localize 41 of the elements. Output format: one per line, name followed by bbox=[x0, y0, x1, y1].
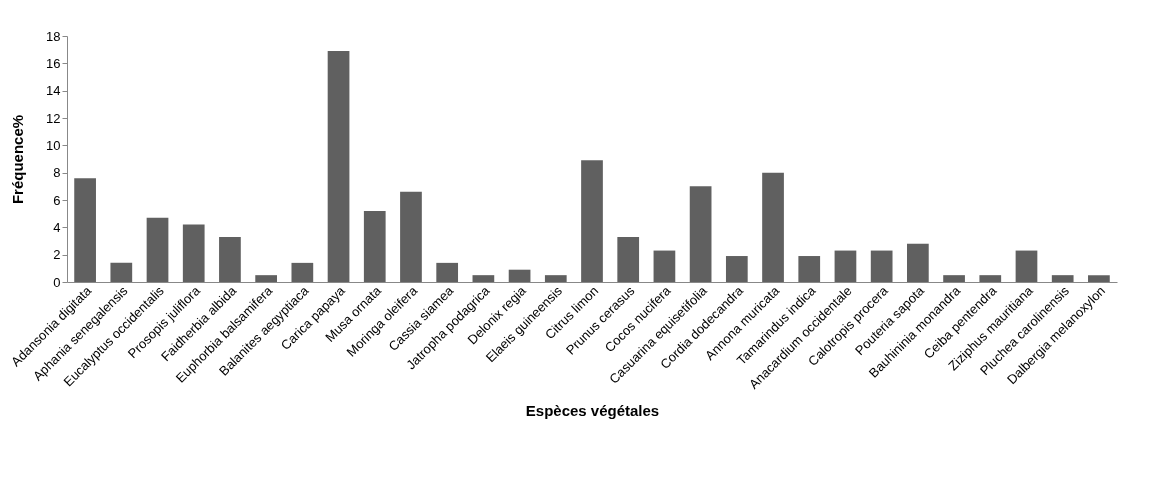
bar bbox=[1088, 275, 1110, 282]
bar bbox=[725, 256, 748, 282]
y-tick-label: 12 bbox=[46, 110, 61, 126]
bar bbox=[544, 275, 567, 282]
y-tick-label: 18 bbox=[46, 28, 61, 44]
bar bbox=[472, 275, 495, 282]
bar bbox=[581, 160, 603, 282]
bar bbox=[798, 256, 821, 282]
bar bbox=[653, 250, 676, 282]
y-tick-label: 10 bbox=[46, 137, 61, 153]
bar bbox=[689, 186, 712, 282]
y-tick-label: 14 bbox=[46, 83, 61, 99]
bar bbox=[363, 210, 386, 282]
bar bbox=[255, 275, 277, 282]
y-tick-label: 2 bbox=[53, 247, 61, 263]
bar bbox=[291, 262, 314, 282]
x-axis-title: Espèces végétales bbox=[525, 401, 660, 419]
bar bbox=[182, 224, 205, 282]
y-tick-label: 6 bbox=[53, 192, 61, 208]
bar bbox=[870, 250, 893, 282]
y-tick-label: 8 bbox=[53, 165, 61, 181]
bar bbox=[219, 236, 241, 282]
bar bbox=[74, 178, 96, 282]
y-axis-title: Fréquence% bbox=[9, 114, 27, 205]
y-tick-label: 0 bbox=[53, 274, 61, 290]
bar bbox=[943, 275, 965, 282]
bar bbox=[762, 172, 784, 282]
bar bbox=[1051, 275, 1074, 282]
y-tick-label: 16 bbox=[46, 55, 61, 71]
bar bbox=[979, 275, 1002, 282]
bar bbox=[617, 236, 640, 282]
bar bbox=[907, 243, 929, 282]
bar bbox=[1015, 250, 1038, 282]
bar bbox=[400, 191, 422, 282]
bar bbox=[508, 269, 531, 282]
y-tick-label: 4 bbox=[53, 219, 61, 235]
bar bbox=[146, 217, 169, 282]
bar bbox=[110, 262, 133, 282]
bar bbox=[436, 262, 459, 282]
bar bbox=[834, 250, 857, 282]
bar bbox=[327, 51, 350, 282]
